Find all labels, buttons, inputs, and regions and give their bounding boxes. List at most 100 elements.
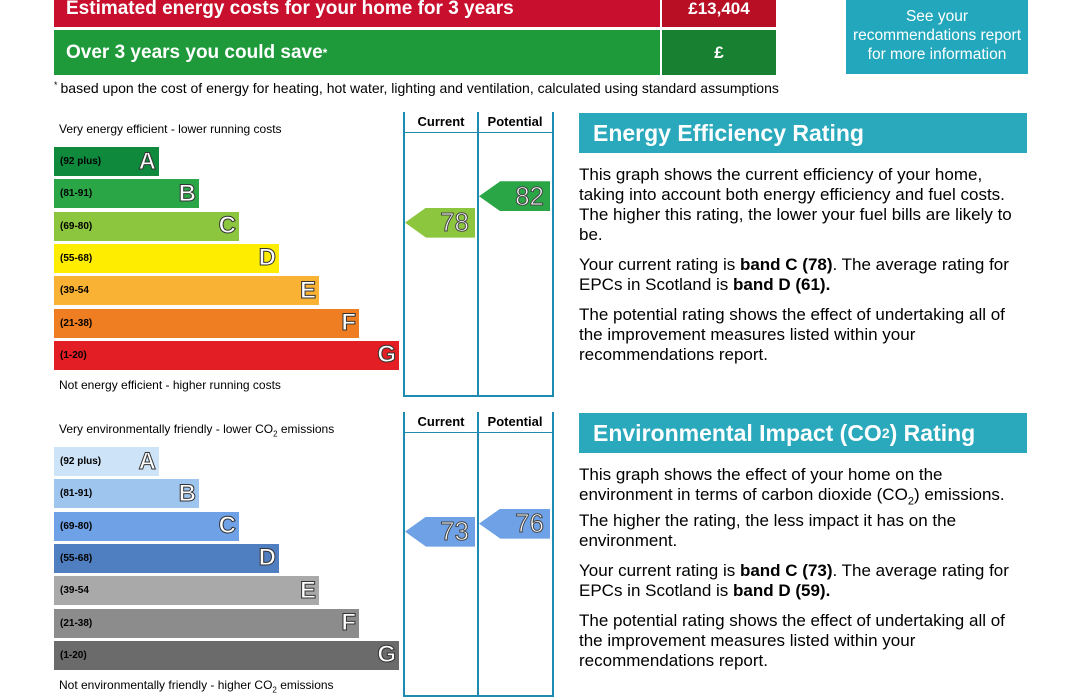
env-info-para1-sub: 2	[907, 495, 914, 508]
energy-top-note: Very energy efficient - lower running co…	[59, 122, 282, 136]
energy-band-range: (21-38)	[60, 317, 93, 329]
env-rating-title: Environmental Impact (CO 2) Rating	[579, 413, 1027, 453]
energy-divider-mid	[477, 112, 479, 396]
env-band-range: (21-38)	[60, 617, 93, 629]
energy-band-d: (55-68) D	[54, 243, 279, 273]
energy-rating-title: Energy Efficiency Rating	[579, 113, 1027, 153]
env-current-band-text: band C (73)	[739, 561, 833, 581]
footnote: * based upon the cost of energy for heati…	[54, 80, 779, 96]
env-info-para2-lead: Your current rating is	[579, 561, 740, 581]
energy-efficiency-chart: Very energy efficient - lower running co…	[54, 112, 554, 397]
env-band-d: (55-68) D	[54, 543, 279, 573]
potential-savings-marker: *	[322, 45, 328, 60]
energy-current-arrow: 78	[405, 207, 475, 238]
energy-band-letter: A	[138, 147, 156, 175]
potential-savings-label: Over 3 years you could save *	[54, 30, 660, 75]
estimated-costs-label: Estimated energy costs for your home for…	[54, 0, 660, 27]
energy-info-para1: This graph shows the current efficiency …	[579, 165, 1012, 244]
energy-current-band-text: band C (78)	[739, 255, 833, 274]
env-title-tail: ) Rating	[889, 419, 976, 446]
env-band-f: (21-38) F	[54, 608, 359, 638]
env-current-header: Current	[417, 414, 465, 429]
energy-potential-header: Potential	[487, 114, 543, 129]
env-band-letter: F	[341, 609, 357, 636]
env-top-note-tail: emissions	[277, 422, 335, 436]
env-potential-header: Potential	[487, 414, 543, 429]
energy-band-range: (92 plus)	[60, 156, 102, 167]
potential-savings-text: Over 3 years you could save	[66, 41, 323, 63]
env-current-value: 73	[440, 516, 470, 547]
env-band-letter: E	[299, 576, 316, 604]
env-info-para3: The potential rating shows the effect of…	[579, 611, 1005, 671]
env-bottom-note-tail: emissions	[276, 678, 334, 692]
energy-current-value: 78	[440, 207, 470, 238]
env-bottom-rule	[403, 695, 554, 697]
energy-divider-left	[403, 112, 405, 396]
energy-band-range: (39-54	[60, 285, 89, 297]
energy-band-a: (92 plus) A	[54, 147, 159, 176]
energy-info-para2: Your current rating is band C (78). The …	[579, 255, 1027, 295]
env-info-para1-lead: This graph shows the effect of your home…	[579, 465, 943, 504]
energy-band-e: (39-54 E	[54, 276, 319, 306]
env-header-rule	[403, 432, 554, 433]
energy-potential-value: 82	[515, 180, 545, 211]
energy-band-letter: G	[377, 341, 397, 369]
env-potential-value: 76	[515, 508, 545, 539]
env-info-para2-mid: . The average rating for EPCs in Scotlan…	[579, 561, 1009, 601]
footnote-marker: *	[54, 80, 58, 90]
energy-current-header: Current	[417, 114, 465, 129]
env-band-letter: C	[218, 512, 236, 540]
energy-band-letter: E	[299, 276, 316, 304]
energy-band-letter: D	[258, 244, 276, 272]
env-band-letter: A	[138, 447, 156, 475]
env-band-range: (39-54	[60, 585, 89, 597]
env-info-para1-tail: ) emissions. The higher the rating, the …	[579, 485, 1005, 551]
energy-band-range: (55-68)	[60, 252, 93, 264]
environmental-impact-chart: Very environmentally friendly - lower CO…	[54, 412, 554, 697]
energy-band-letter: C	[218, 212, 236, 240]
env-divider-mid	[477, 412, 479, 696]
energy-band-range: (69-80)	[60, 220, 93, 232]
potential-savings-value: £	[662, 30, 776, 75]
env-bottom-note-text: Not environmentally friendly - higher CO	[59, 678, 273, 692]
energy-band-f: (21-38) F	[54, 308, 359, 338]
energy-info-para3: The potential rating shows the effect of…	[579, 305, 1005, 364]
env-band-letter: B	[178, 479, 196, 507]
env-band-range: (55-68)	[60, 552, 93, 564]
env-band-range: (69-80)	[60, 520, 93, 532]
env-band-e: (39-54 E	[54, 576, 319, 606]
env-bottom-note: Not environmentally friendly - higher CO…	[59, 678, 334, 694]
env-potential-arrow: 76	[479, 508, 550, 539]
env-rating-info: Environmental Impact (CO 2) Rating This g…	[579, 413, 1027, 671]
energy-divider-right	[552, 112, 554, 396]
env-band-range: (81-91)	[60, 488, 93, 500]
energy-band-g: (1-20) G	[54, 340, 399, 370]
env-band-letter: D	[258, 544, 276, 572]
env-average-band-text: band D (59).	[733, 581, 831, 601]
env-divider-left	[403, 412, 405, 696]
env-current-arrow: 73	[405, 516, 475, 547]
env-divider-right	[552, 412, 554, 696]
env-top-note-text: Very environmentally friendly - lower CO	[59, 422, 274, 436]
energy-band-range: (1-20)	[60, 349, 87, 361]
energy-header-rule	[403, 132, 554, 133]
env-band-b: (81-91) B	[54, 479, 199, 509]
energy-potential-arrow: 82	[479, 180, 550, 212]
energy-band-letter: F	[341, 309, 357, 336]
env-title-text: Environmental Impact (CO	[593, 419, 882, 446]
potential-savings-row: Over 3 years you could save * £	[54, 30, 776, 75]
env-band-range: (1-20)	[60, 649, 87, 661]
env-band-range: (92 plus)	[60, 456, 102, 467]
energy-band-range: (81-91)	[60, 188, 93, 200]
env-info-para1: This graph shows the effect of your home…	[579, 465, 1027, 551]
env-band-c: (69-80) C	[54, 511, 239, 541]
energy-rating-info: Energy Efficiency Rating This graph show…	[579, 113, 1027, 365]
env-top-note-sub: 2	[273, 429, 278, 439]
env-info-para2: Your current rating is band C (73). The …	[579, 561, 1027, 601]
env-band-g: (1-20) G	[54, 640, 399, 670]
energy-info-para2-lead: Your current rating is	[579, 255, 740, 274]
env-bottom-note-sub: 2	[272, 685, 277, 695]
estimated-costs-row: Estimated energy costs for your home for…	[54, 0, 776, 27]
env-top-note: Very environmentally friendly - lower CO…	[59, 422, 334, 438]
energy-band-c: (69-80) C	[54, 211, 239, 241]
